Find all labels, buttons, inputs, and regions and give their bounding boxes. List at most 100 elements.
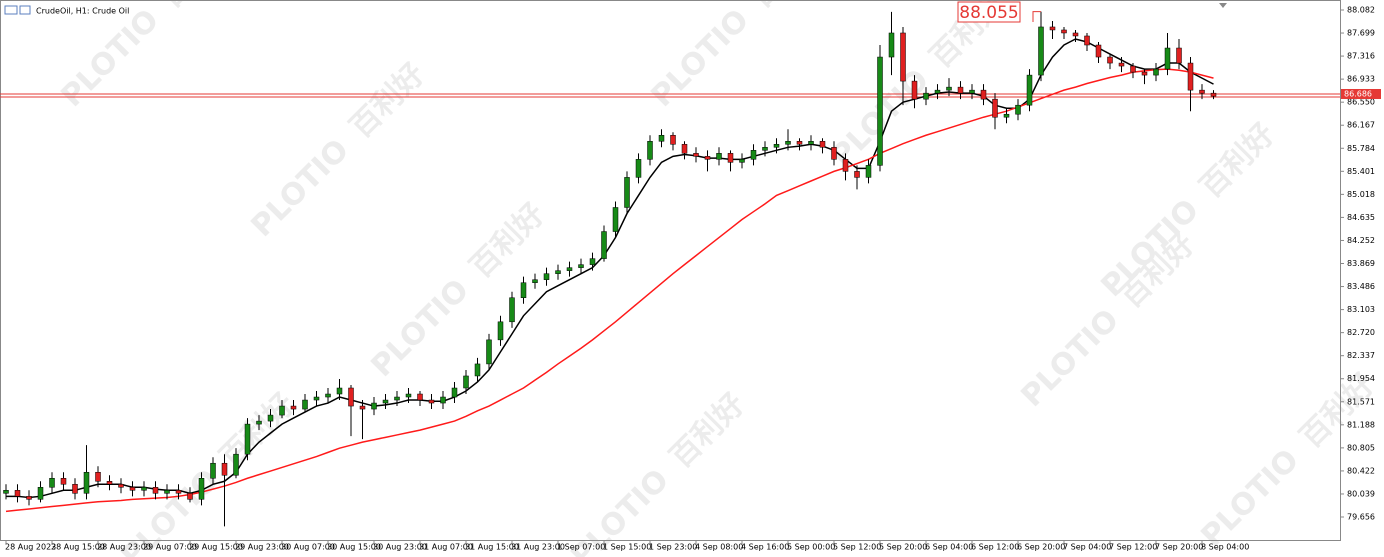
candle-body: [980, 89, 987, 100]
watermark-text: 百利好: [663, 387, 751, 475]
x-tick-label: 31 Aug 15:00: [465, 543, 519, 552]
y-tick-label: 85.018: [1347, 190, 1375, 199]
y-tick-label: 82.337: [1347, 351, 1375, 360]
candle-body: [463, 375, 469, 389]
y-tick-label: 83.486: [1347, 282, 1375, 291]
candle-body: [325, 393, 331, 398]
x-tick-label: 30 Aug 23:00: [373, 543, 427, 552]
candle-body: [612, 207, 619, 232]
y-tick-label: 87.699: [1347, 29, 1375, 38]
y-tick-label: 82.720: [1347, 328, 1375, 337]
candle-body: [26, 496, 32, 500]
x-tick-label: 8 Sep 04:00: [1201, 543, 1249, 552]
candle-body: [785, 141, 791, 145]
x-tick-label: 31 Aug 23:00: [511, 543, 565, 552]
candle-body: [1015, 104, 1021, 115]
candle-body: [164, 490, 170, 494]
candle-body: [244, 423, 251, 455]
candle-body: [900, 32, 906, 82]
x-tick-label: 30 Aug 07:00: [281, 543, 335, 552]
y-tick-label: 86.167: [1347, 121, 1375, 130]
symbol-icon: [4, 5, 18, 15]
x-tick-label: 1 Sep 07:00: [557, 543, 605, 552]
x-tick-label: 6 Sep 04:00: [925, 543, 973, 552]
candle-body: [1026, 74, 1033, 106]
candle-body: [1118, 62, 1125, 67]
shift-marker: [1219, 3, 1227, 8]
watermark-text: PLOTIO: [1194, 443, 1305, 554]
candle-body: [819, 141, 826, 148]
x-tick-label: 28 Aug 15:00: [51, 543, 105, 552]
candle-body: [946, 86, 952, 91]
x-tick-label: 7 Sep 04:00: [1063, 543, 1111, 552]
candle-body: [14, 490, 21, 497]
x-tick-label: 5 Sep 00:00: [787, 543, 835, 552]
candle-body: [658, 135, 665, 142]
candle-body: [474, 363, 481, 377]
candle-body: [911, 80, 918, 100]
candle-body: [589, 258, 596, 265]
candle-body: [877, 56, 883, 166]
candle-body: [72, 484, 78, 494]
y-tick-label: 86.550: [1347, 98, 1375, 107]
candle-body: [1095, 44, 1102, 58]
candle-body: [635, 159, 642, 178]
watermark-text: 百利好: [743, 0, 831, 15]
y-tick-label: 81.954: [1347, 374, 1375, 383]
candle-body: [831, 147, 837, 160]
watermarks: PLOTIO百利好PLOTIO百利好PLOTIO百利好PLOTIO百利好PLOT…: [54, 0, 1381, 557]
candle-body: [187, 493, 193, 500]
candle-body: [1210, 92, 1217, 97]
candle-body: [1187, 62, 1194, 91]
candle-body: [221, 462, 228, 476]
candle-body: [1164, 47, 1171, 70]
candle-body: [83, 471, 90, 494]
y-tick-label: 80.422: [1347, 466, 1375, 475]
candle-body: [808, 141, 814, 145]
candle-body: [1153, 68, 1159, 76]
candle-body: [693, 153, 699, 157]
candle-body: [681, 144, 688, 154]
candle-body: [359, 405, 366, 410]
candle-body: [1199, 89, 1205, 94]
symbol-icon: [19, 5, 31, 15]
candle-body: [957, 86, 964, 94]
candle-body: [1176, 47, 1182, 64]
watermark-text: 百利好: [463, 197, 551, 285]
y-tick-label: 84.252: [1347, 236, 1375, 245]
x-tick-label: 5 Sep 12:00: [833, 543, 881, 552]
y-tick-label: 83.869: [1347, 259, 1375, 268]
candle-body: [1038, 26, 1044, 76]
candle-body: [670, 135, 676, 145]
candle-body: [578, 264, 584, 268]
candle-body: [566, 267, 573, 271]
price-tag-label: 86.686: [1344, 89, 1372, 98]
candle-body: [405, 393, 412, 398]
candle-body: [1072, 32, 1079, 37]
candle-body: [451, 387, 458, 398]
candle-body: [290, 405, 297, 410]
x-tick-label: 6 Sep 12:00: [971, 543, 1019, 552]
plot-frame: [0, 0, 1341, 541]
x-tick-label: 31 Aug 07:00: [419, 543, 473, 552]
candle-body: [716, 153, 722, 160]
candle-body: [279, 405, 285, 416]
candle-body: [1141, 71, 1148, 76]
candle-body: [1107, 56, 1113, 64]
candle-body: [750, 150, 757, 160]
candle-body: [497, 321, 504, 341]
annotation-connector: [1032, 11, 1041, 22]
candle-body: [233, 453, 239, 476]
x-tick-label: 7 Sep 20:00: [1155, 543, 1203, 552]
chart-title: CrudeOil, H1: Crude Oil: [36, 7, 129, 16]
x-tick-label: 5 Sep 20:00: [879, 543, 927, 552]
candle-body: [727, 153, 734, 163]
candle-body: [1130, 65, 1136, 73]
candle-body: [394, 396, 400, 401]
